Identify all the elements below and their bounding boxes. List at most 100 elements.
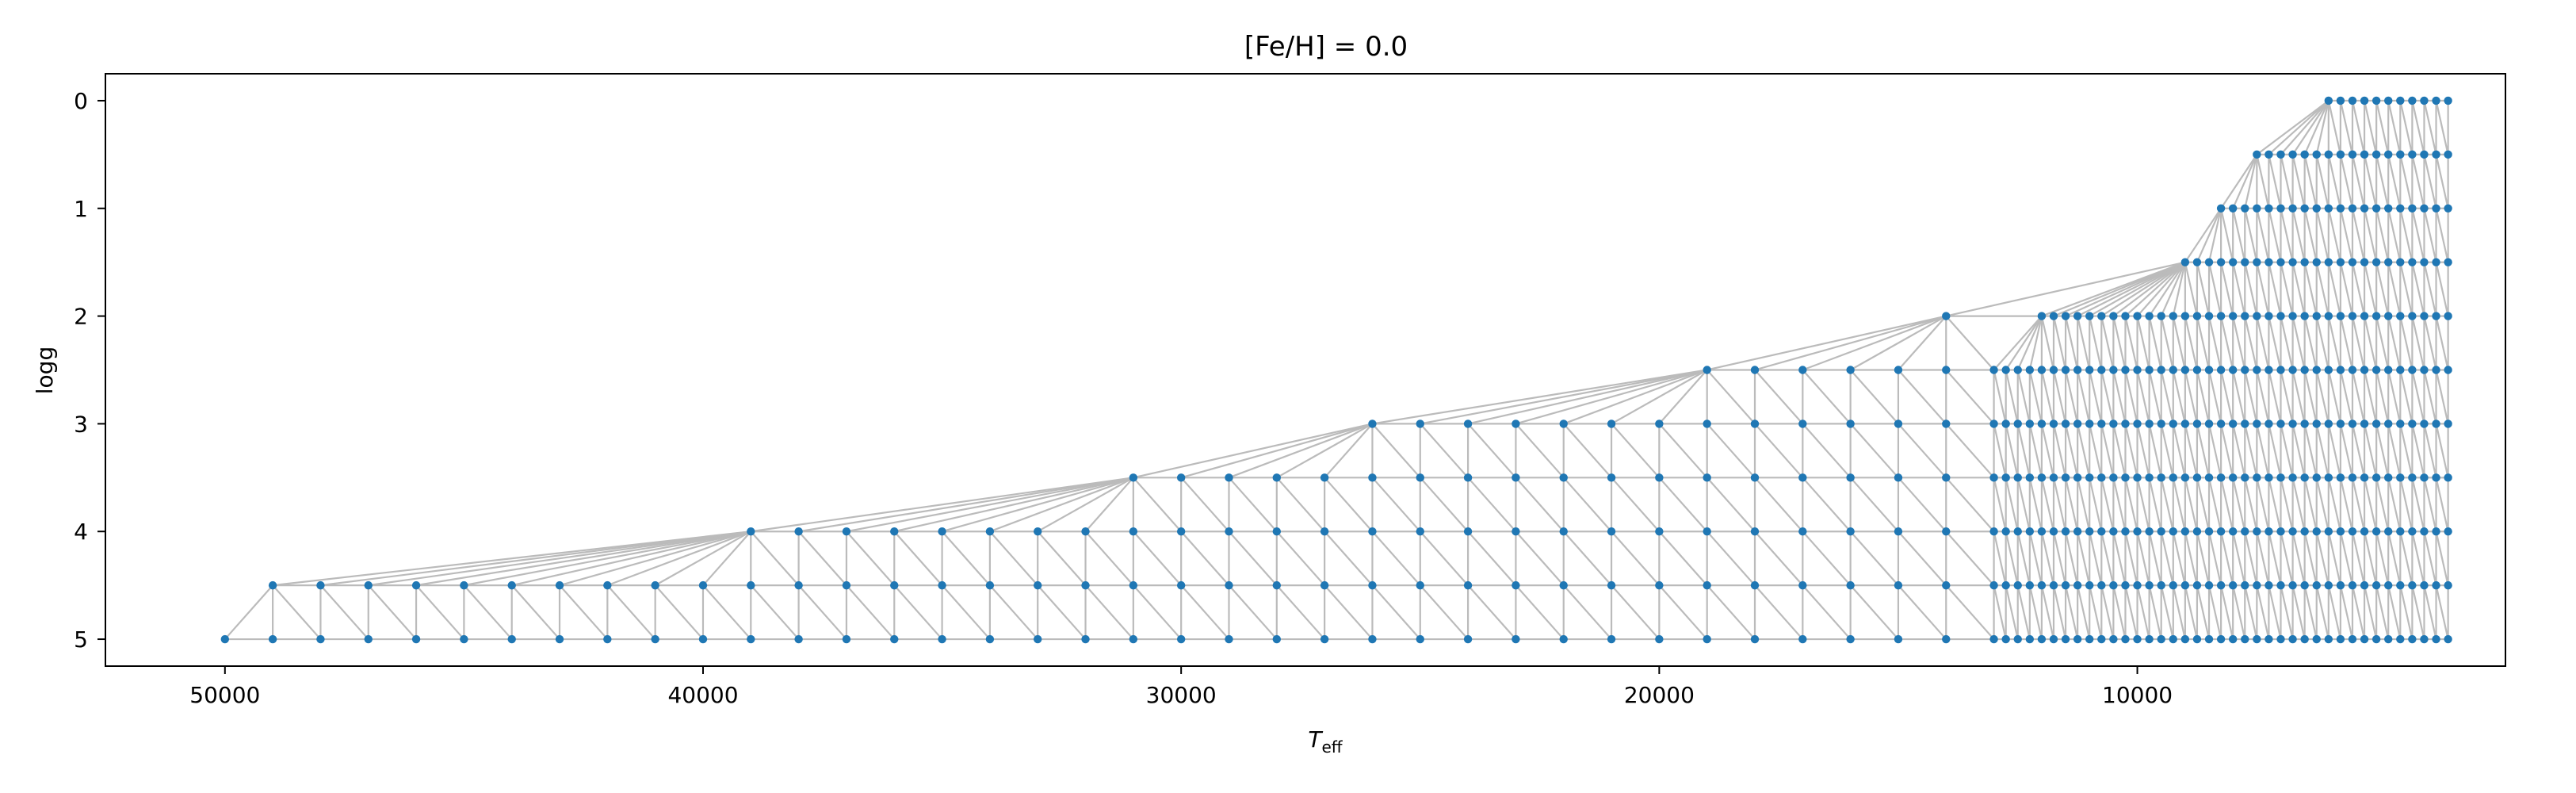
grid-edge <box>2399 370 2414 424</box>
grid-point <box>2372 258 2381 266</box>
grid-edge <box>1945 477 1995 532</box>
grid-point <box>2157 634 2165 644</box>
grid-edge <box>1084 477 1134 532</box>
grid-point <box>2360 473 2369 482</box>
grid-point <box>1129 634 1138 644</box>
grid-edge <box>1802 531 1852 586</box>
grid-point <box>2384 150 2393 159</box>
grid-edge <box>2435 370 2449 424</box>
x-tick-label: 20000 <box>1624 682 1695 708</box>
grid-point <box>1081 634 1090 644</box>
grid-edge <box>224 584 273 640</box>
grid-edge <box>2220 531 2234 586</box>
grid-edge <box>2172 477 2186 532</box>
grid-point <box>2276 580 2285 590</box>
grid-point <box>1368 527 1377 536</box>
grid-edge <box>2387 262 2402 316</box>
grid-edge <box>1371 423 1421 479</box>
grid-edge <box>1467 531 1517 586</box>
grid-edge <box>2232 531 2246 586</box>
grid-edge <box>2124 370 2138 424</box>
grid-point <box>1655 634 1664 644</box>
grid-edge <box>702 584 752 640</box>
grid-point <box>2372 473 2381 482</box>
grid-edge <box>1706 369 1756 425</box>
grid-point <box>2324 366 2333 374</box>
grid-point <box>794 580 803 590</box>
grid-point <box>1798 527 1807 536</box>
grid-point <box>2312 258 2321 266</box>
grid-point <box>2444 96 2452 105</box>
grid-point <box>2348 473 2357 482</box>
grid-edge <box>2387 316 2402 370</box>
grid-point <box>2180 580 2190 590</box>
grid-edge <box>2232 477 2246 532</box>
grid-point <box>411 634 421 644</box>
grid-edge <box>2172 423 2186 478</box>
grid-point <box>1655 419 1664 428</box>
grid-edge <box>2435 154 2449 209</box>
grid-point <box>2300 634 2309 644</box>
grid-point <box>1320 580 1329 590</box>
grid-edge <box>2052 531 2067 586</box>
grid-point <box>1559 634 1568 644</box>
grid-point <box>2265 473 2273 482</box>
grid-point <box>2241 473 2249 482</box>
grid-point <box>2025 366 2035 374</box>
grid-point <box>2085 527 2094 536</box>
grid-edge <box>1658 369 1708 425</box>
grid-point <box>2180 258 2190 266</box>
grid-point <box>2312 312 2321 320</box>
grid-point <box>1559 419 1568 428</box>
grid-point <box>2073 312 2082 320</box>
grid-edge <box>2351 100 2366 155</box>
grid-point <box>2372 527 2381 536</box>
grid-point <box>2276 634 2285 644</box>
grid-edge <box>1706 477 1756 532</box>
grid-point <box>2228 366 2238 374</box>
grid-edge <box>2435 316 2449 370</box>
grid-point <box>2145 419 2154 428</box>
grid-point <box>2025 527 2035 536</box>
grid-point <box>2324 580 2333 590</box>
grid-edge <box>2387 477 2402 532</box>
grid-point <box>2276 150 2285 159</box>
grid-point <box>2348 150 2357 159</box>
grid-point <box>316 580 325 590</box>
grid-edge <box>2387 584 2402 640</box>
grid-point <box>2145 473 2154 482</box>
grid-point <box>651 634 659 644</box>
grid-point <box>2049 634 2058 644</box>
grid-edge <box>2160 423 2174 478</box>
grid-edge <box>989 584 1039 640</box>
grid-point <box>1846 580 1855 590</box>
grid-edge <box>2423 531 2437 586</box>
grid-edge <box>2089 531 2103 586</box>
grid-edge <box>1945 584 1995 640</box>
grid-edge <box>2268 584 2282 640</box>
grid-point <box>2444 419 2452 428</box>
grid-point <box>2360 258 2369 266</box>
grid-edge <box>1946 261 2186 317</box>
grid-point <box>1272 634 1282 644</box>
grid-point <box>1320 527 1329 536</box>
grid-point <box>2073 580 2082 590</box>
grid-edge <box>2220 316 2234 370</box>
grid-point <box>2360 366 2369 374</box>
grid-point <box>2360 150 2369 159</box>
grid-edge <box>2124 423 2138 478</box>
grid-point <box>1655 527 1664 536</box>
grid-point <box>2408 473 2417 482</box>
grid-point <box>2061 527 2070 536</box>
grid-edge <box>2016 316 2043 370</box>
grid-edge <box>2363 531 2378 586</box>
grid-edge <box>2220 370 2234 424</box>
grid-point <box>2253 473 2261 482</box>
grid-edge <box>2375 100 2390 155</box>
grid-point <box>2228 419 2238 428</box>
grid-edge <box>2315 584 2329 640</box>
grid-edge <box>2016 477 2031 532</box>
grid-edge <box>2064 477 2079 532</box>
grid-edge <box>2435 531 2449 586</box>
grid-edge <box>2184 531 2199 586</box>
